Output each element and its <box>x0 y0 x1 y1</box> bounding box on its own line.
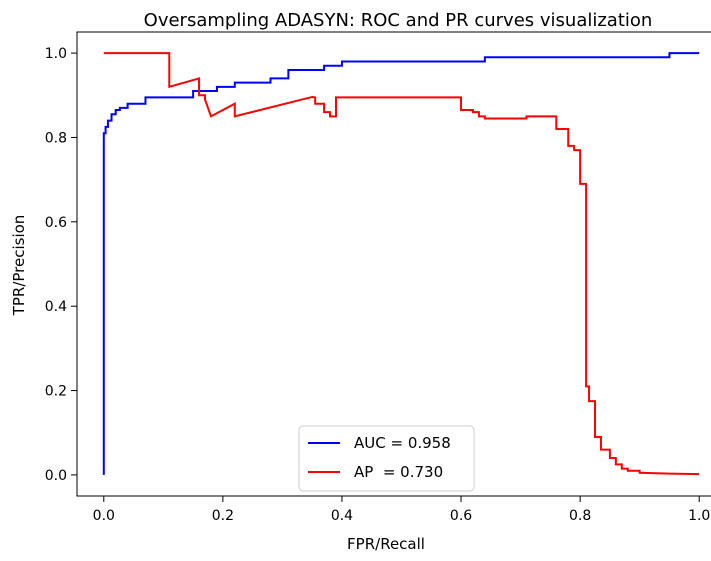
y-tick-label: 0.6 <box>45 215 67 231</box>
x-axis-label: FPR/Recall <box>347 535 425 553</box>
pr-curve <box>103 52 700 476</box>
x-tick-label: 1.0 <box>688 508 710 524</box>
axes-frame <box>76 31 711 497</box>
x-tick-label: 0.0 <box>93 508 115 524</box>
x-tick-label: 0.6 <box>450 508 472 524</box>
y-axis-label: TPR/Precision <box>10 215 28 317</box>
x-tick-label: 0.4 <box>331 508 353 524</box>
y-tick-label: 0.4 <box>45 299 67 315</box>
x-axis-ticks: 0.0 0.2 0.4 0.6 0.8 1.0 <box>93 496 710 524</box>
legend-box <box>298 425 475 492</box>
y-tick-label: 1.0 <box>45 46 67 62</box>
x-tick-label: 0.2 <box>212 508 234 524</box>
roc-curve <box>102 52 700 475</box>
y-tick-label: 0.2 <box>45 384 67 400</box>
y-axis-ticks: 0.0 0.2 0.4 0.6 0.8 1.0 <box>45 46 77 484</box>
series-layer <box>102 52 700 476</box>
legend-label-auc: AUC = 0.958 <box>354 434 451 452</box>
plot-area <box>76 31 711 497</box>
legend-label-ap: AP = 0.730 <box>354 463 443 481</box>
legend: AUC = 0.958 AP = 0.730 <box>298 425 475 492</box>
y-tick-label: 0.8 <box>45 130 67 146</box>
chart-title: Oversampling ADASYN: ROC and PR curves v… <box>144 10 653 31</box>
x-tick-label: 0.8 <box>569 508 591 524</box>
y-tick-label: 0.0 <box>45 468 67 484</box>
